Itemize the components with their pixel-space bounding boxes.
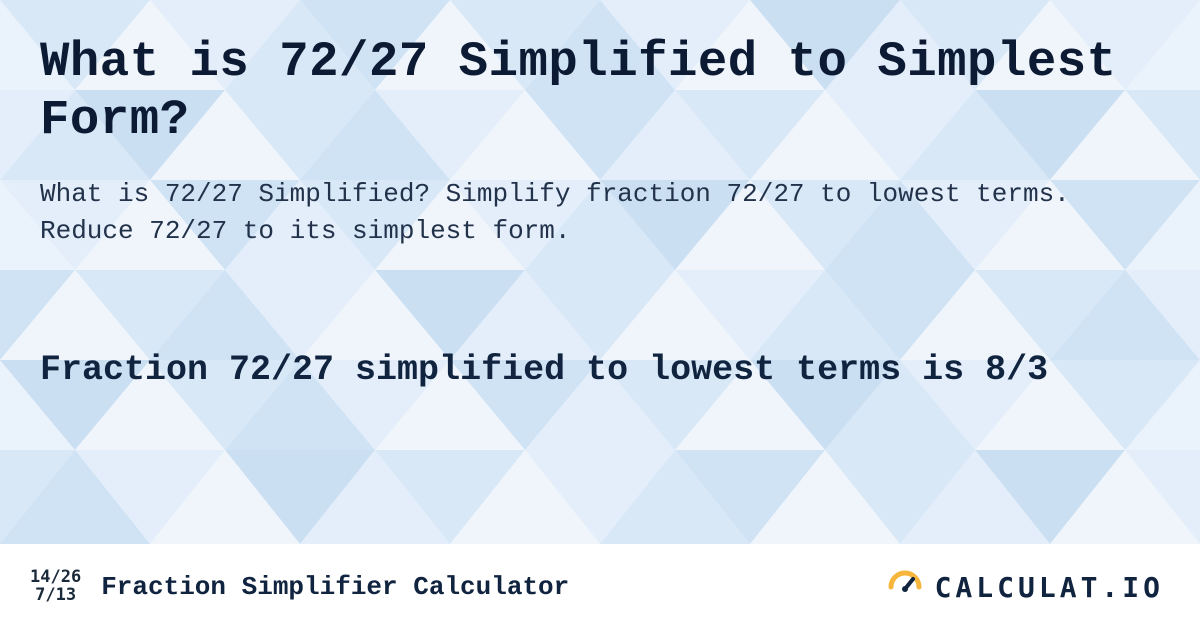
footer: 14/26 7/13 Fraction Simplifier Calculato… bbox=[0, 544, 1200, 630]
brand-speedometer-icon bbox=[885, 567, 925, 607]
brand-text: CALCULAT.IO bbox=[935, 571, 1164, 604]
footer-left: 14/26 7/13 Fraction Simplifier Calculato… bbox=[30, 569, 569, 605]
page-lead: What is 72/27 Simplified? Simplify fract… bbox=[40, 176, 1160, 251]
page-title: What is 72/27 Simplified to Simplest For… bbox=[40, 34, 1160, 150]
page-answer: Fraction 72/27 simplified to lowest term… bbox=[40, 347, 1160, 394]
calculator-title: Fraction Simplifier Calculator bbox=[101, 572, 569, 602]
fraction-logo-icon: 14/26 7/13 bbox=[30, 569, 81, 605]
brand: CALCULAT.IO bbox=[885, 567, 1164, 607]
main-content: What is 72/27 Simplified to Simplest For… bbox=[0, 0, 1200, 394]
fraction-logo-bottom: 7/13 bbox=[35, 587, 76, 605]
